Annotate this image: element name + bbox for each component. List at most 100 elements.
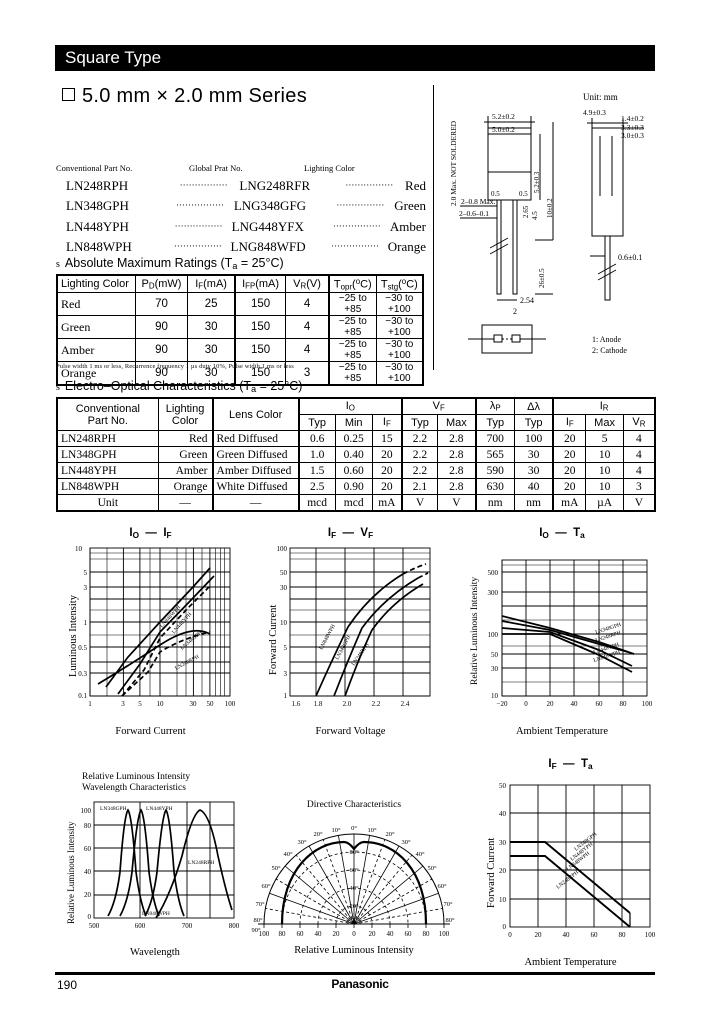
svg-text:80°: 80° — [349, 849, 359, 856]
square-outline-icon — [62, 88, 75, 101]
th-lens-color: Lens Color — [211, 397, 300, 431]
svg-text:20: 20 — [499, 867, 507, 875]
leader-dots: ················ — [336, 200, 385, 210]
cell-vr: 4 — [285, 292, 330, 316]
cell-io-if: 20 — [371, 462, 403, 479]
abs-max-footnote: Pulse width 1 ms or less, Recurrence fre… — [56, 363, 294, 370]
svg-text:0: 0 — [503, 923, 507, 931]
table-row: Green 90 30 150 4 −25 to +85 −30 to +100 — [56, 315, 424, 339]
svg-text:500: 500 — [89, 922, 100, 930]
cell-lens: Green Diffused — [211, 446, 300, 463]
cell-io-if: 15 — [371, 430, 403, 447]
svg-text:60°: 60° — [349, 867, 359, 874]
table-row: LN448YPH Amber Amber Diffused 1.5 0.60 2… — [56, 462, 656, 479]
svg-text:80: 80 — [84, 822, 92, 830]
th-pd: PD(mW) — [134, 274, 189, 293]
svg-text:0.3: 0.3 — [78, 670, 87, 678]
svg-text:5: 5 — [84, 569, 88, 577]
th-part-no: Conventional Part No. — [56, 397, 159, 431]
svg-text:LN248RPH: LN248RPH — [174, 654, 200, 672]
chart-io-if: IO — IF — [58, 527, 243, 737]
section-bullet-icon: s — [56, 259, 60, 270]
svg-text:70°: 70° — [443, 901, 453, 908]
cell-unit-lighting: — — [157, 494, 214, 512]
th-lambda-p-group: λP — [474, 397, 515, 415]
cell-color: Amber — [56, 338, 136, 362]
th-dl-typ: Typ — [513, 414, 554, 431]
svg-text:−20: −20 — [497, 700, 508, 708]
cell-unit-vf-max: V — [437, 494, 477, 512]
lighting-color: Green — [394, 198, 426, 213]
eo-heading-sub: a — [251, 383, 257, 394]
svg-text:30: 30 — [491, 665, 499, 673]
svg-text:100: 100 — [439, 930, 450, 937]
svg-text:10°: 10° — [331, 827, 341, 834]
cell-ir-max: 10 — [585, 446, 624, 463]
cell-io-min: 0.60 — [334, 462, 373, 479]
cell-io-if: 20 — [371, 446, 403, 463]
th-delta-lambda-group: Δλ — [513, 397, 554, 415]
cell-ir-if: 20 — [552, 446, 587, 463]
table-row: Amber 90 30 150 4 −25 to +85 −30 to +100 — [56, 338, 424, 362]
th-io-typ: Typ — [297, 414, 336, 431]
svg-text:600: 600 — [135, 922, 146, 930]
chart-directive-plot: 0° 10° 20° 30° 40° 50° 60° 70° 80° 10° 2… — [251, 825, 455, 938]
cell-tstg: −30 to +100 — [375, 361, 424, 386]
svg-text:80: 80 — [279, 930, 287, 937]
cell-unit-ir-vr: V — [622, 494, 656, 512]
th-lp-typ: Typ — [474, 414, 515, 431]
leader-dots: ················ — [179, 179, 228, 190]
cell-ir-max: 5 — [585, 430, 624, 447]
th-ir-if: IF — [552, 414, 587, 431]
chart-xlabel: Wavelength — [130, 947, 180, 958]
global-part-no: LNG448YFX — [231, 218, 304, 234]
cell-io-min: 0.40 — [334, 446, 373, 463]
svg-text:10°: 10° — [367, 827, 377, 834]
part-list-header: Conventional Part No. Global Prat No. Li… — [56, 163, 426, 173]
th-io-group: IO — [297, 397, 403, 415]
brand-logo: Panasonic — [331, 977, 389, 991]
cell-lp: 565 — [474, 446, 515, 463]
svg-text:60: 60 — [596, 700, 604, 708]
svg-text:0.5: 0.5 — [491, 190, 500, 198]
cell-tstg: −30 to +100 — [375, 315, 424, 339]
svg-text:2.4: 2.4 — [401, 700, 410, 708]
cell-lens: White Diffused — [211, 478, 300, 495]
svg-text:100: 100 — [81, 807, 92, 815]
svg-text:300: 300 — [488, 589, 499, 597]
cell-pd: 70 — [134, 292, 189, 316]
cell-topr: −25 to +85 — [327, 361, 377, 386]
svg-text:60: 60 — [591, 931, 599, 939]
svg-text:50: 50 — [491, 651, 499, 659]
table-header-row: Conventional Part No. Lighting Color Lens … — [56, 397, 656, 431]
chart-xlabel: Ambient Temperature — [524, 956, 617, 968]
th-lighting-color: Lighting Color — [157, 397, 214, 431]
svg-text:3.3±0.3: 3.3±0.3 — [621, 123, 644, 132]
svg-text:30°: 30° — [401, 839, 411, 846]
chart-title: Directive Characteristics — [306, 800, 402, 810]
svg-text:2.54: 2.54 — [520, 296, 534, 305]
leader-dots: ················ — [173, 241, 222, 251]
pin-legend-anode: 1: Anode — [592, 335, 622, 344]
svg-text:2: 2 — [513, 307, 517, 316]
svg-text:26±0.5: 26±0.5 — [538, 268, 546, 288]
chart-if-ta-plot: 50 40 30 20 10 0 0 20 40 60 80 100 LN348… — [499, 782, 656, 939]
absolute-maximum-ratings-table: Lighting Color PD(mW) IF(mA) IFP(mA) VR(… — [56, 274, 424, 386]
th-lighting-color: Lighting Color — [56, 274, 136, 293]
svg-text:70°: 70° — [255, 901, 265, 908]
cell-vr: 4 — [285, 338, 330, 362]
cell-color: Green — [56, 315, 136, 339]
th-vf-group: VF — [400, 397, 477, 415]
th-vf-max: Max — [437, 414, 477, 431]
conventional-part-no: LN448YPH — [66, 218, 129, 234]
cell-vf-typ: 2.2 — [400, 462, 439, 479]
svg-text:50°: 50° — [427, 865, 437, 872]
svg-text:30: 30 — [499, 839, 507, 847]
cell-if: 30 — [187, 315, 236, 339]
cell-dl: 100 — [513, 430, 554, 447]
cell-ir-vr: 4 — [622, 430, 656, 447]
th-ifp: IFP(mA) — [234, 274, 287, 293]
cell-color: Red — [56, 292, 136, 316]
cell-topr: −25 to +85 — [327, 338, 377, 362]
list-item: LN448YPH ················ LNG448YFX ····… — [56, 219, 426, 235]
